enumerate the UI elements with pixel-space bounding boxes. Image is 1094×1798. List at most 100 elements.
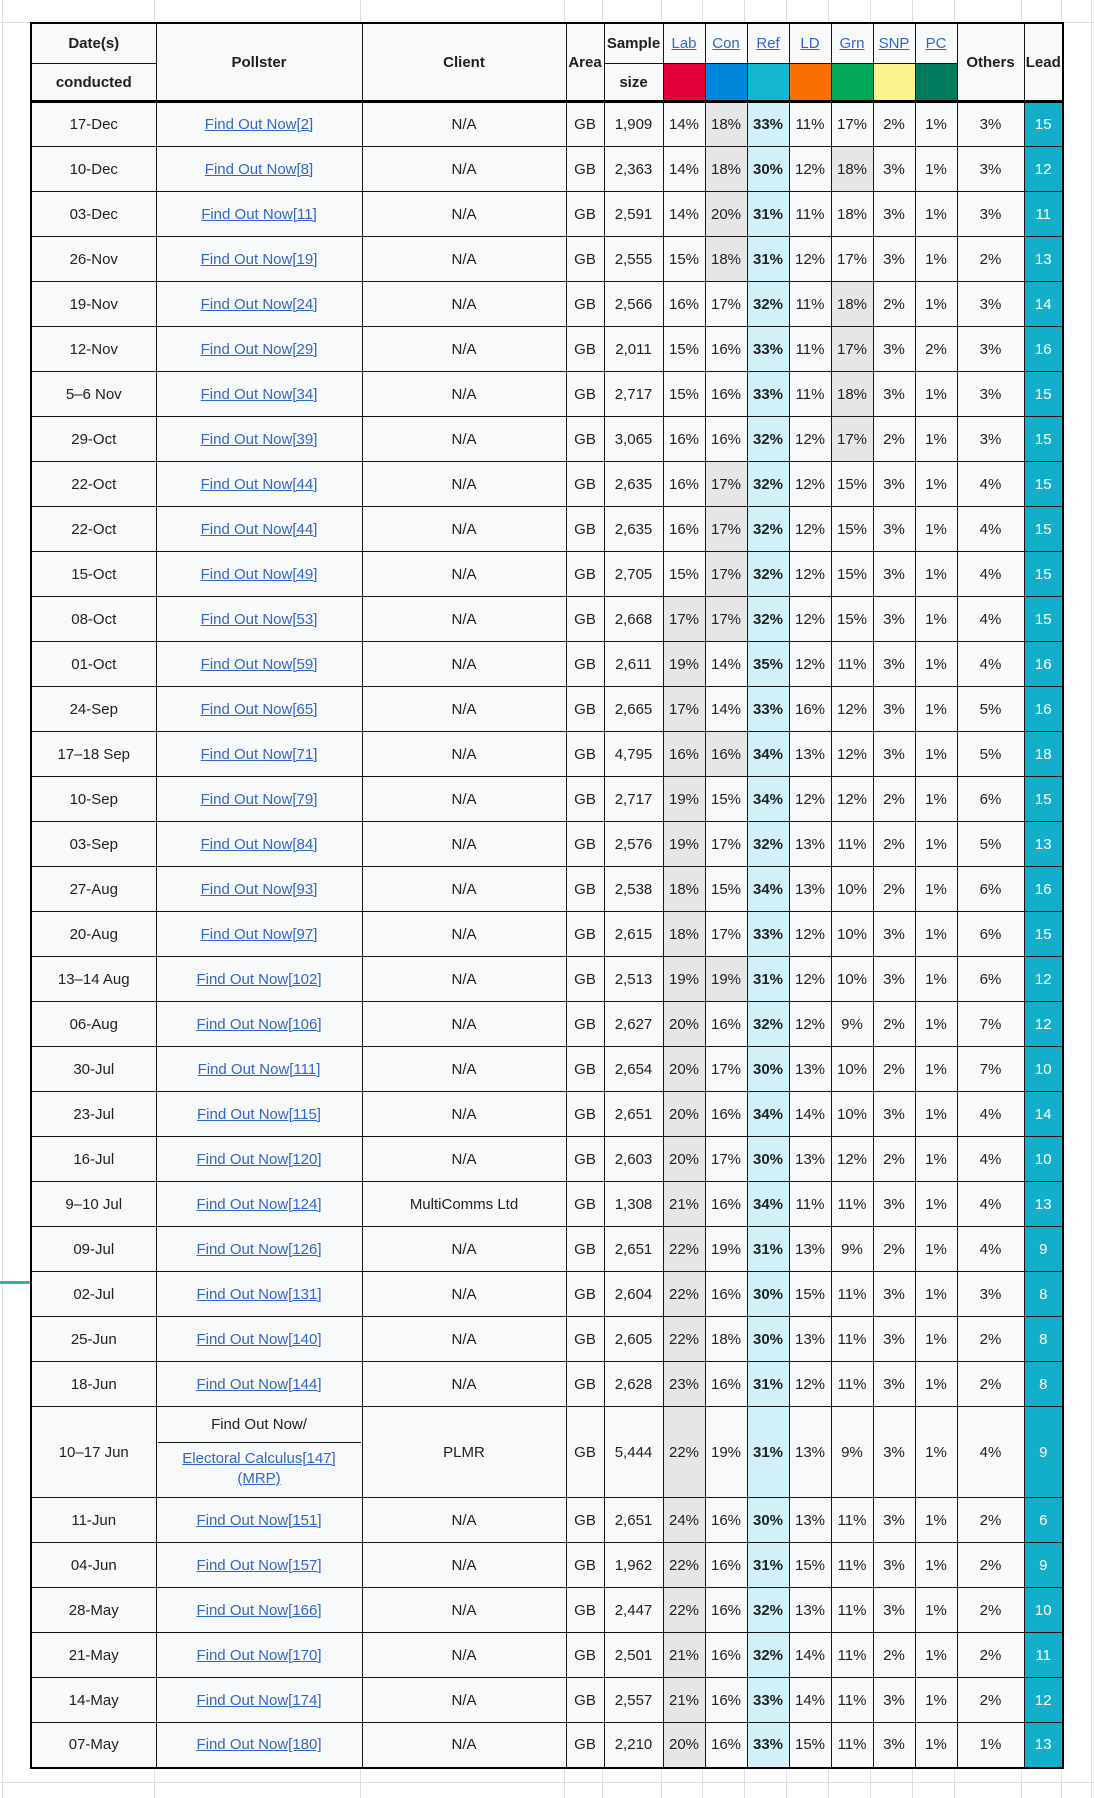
col-header-dates: Date(s) [30, 22, 157, 64]
client-cell: N/A [361, 1587, 567, 1633]
grn-value-cell: 11% [830, 1497, 874, 1543]
pollster-link[interactable]: Find Out Now[144] [196, 1375, 322, 1393]
snp-value-cell: 2% [872, 1136, 916, 1182]
pollster-link[interactable]: Find Out Now[106] [196, 1015, 322, 1033]
pollster-link[interactable]: Find Out Now[84] [200, 835, 318, 853]
pollster-link[interactable]: Find Out Now[79] [200, 790, 318, 808]
snp-value-cell: 3% [872, 911, 916, 957]
party-link-snp[interactable]: SNP [878, 35, 910, 52]
party-link-grn[interactable]: Grn [839, 35, 865, 52]
pollster-link[interactable]: Find Out Now[34] [200, 385, 318, 403]
ld-value-cell: 12% [788, 641, 832, 687]
pollster-link[interactable]: Find Out Now[126] [196, 1240, 322, 1258]
pollster-link[interactable]: Find Out Now[39] [200, 430, 318, 448]
area-cell: GB [565, 956, 605, 1002]
ld-value-cell: 11% [788, 101, 832, 147]
pollster-link[interactable]: Find Out Now[170] [196, 1646, 322, 1664]
client-cell: N/A [361, 1497, 567, 1543]
ld-value-cell: 13% [788, 1046, 832, 1092]
others-cell: 4% [956, 1181, 1025, 1227]
col-header-pollster: Pollster [155, 22, 363, 103]
lead-cell: 10 [1023, 1136, 1064, 1182]
polling-table: Date(s) Pollster Client Area Sample Lab … [30, 22, 1064, 1769]
pollster-link[interactable]: Find Out Now[111] [197, 1060, 321, 1078]
ref-value-cell: 32% [746, 821, 790, 867]
pollster-link[interactable]: Find Out Now[180] [196, 1736, 322, 1754]
lab-value-cell: 16% [662, 731, 706, 777]
pc-value-cell: 1% [914, 146, 958, 192]
lead-cell: 13 [1023, 821, 1064, 867]
grn-color-swatch [830, 63, 874, 103]
pollster-link[interactable]: Find Out Now[2] [204, 116, 314, 133]
party-link-ld[interactable]: LD [800, 35, 820, 52]
pollster-link[interactable]: Find Out Now[49] [200, 565, 318, 583]
pollster-link[interactable]: Find Out Now[97] [200, 925, 318, 943]
pollster-link[interactable]: Electoral Calculus[147] (MRP) [182, 1449, 336, 1487]
pollster-link[interactable]: Find Out Now[174] [196, 1691, 322, 1709]
pollster-link[interactable]: Find Out Now[44] [200, 520, 318, 538]
client-cell: N/A [361, 506, 567, 552]
ref-value-cell: 31% [746, 956, 790, 1002]
client-cell: N/A [361, 1677, 567, 1723]
snp-value-cell: 2% [872, 776, 916, 822]
left-margin-artifact-line [0, 1281, 30, 1284]
area-cell: GB [565, 1001, 605, 1047]
pollster-link[interactable]: Find Out Now[11] [201, 205, 317, 223]
pollster-link[interactable]: Find Out Now[71] [200, 745, 318, 763]
table-row: 16-Jul Find Out Now[120] N/A GB 2,603 20% 17% 3… [30, 1136, 1064, 1182]
pollster-link[interactable]: Find Out Now[65] [200, 700, 318, 718]
pollster-link[interactable]: Find Out Now[53] [200, 610, 318, 628]
col-header-conducted: conducted [30, 63, 157, 103]
pollster-link[interactable]: Find Out Now[151] [196, 1511, 322, 1529]
pollster-link[interactable]: Find Out Now[44] [200, 475, 318, 493]
party-link-lab[interactable]: Lab [671, 35, 697, 52]
pc-value-cell: 1% [914, 911, 958, 957]
date-cell: 23-Jul [30, 1091, 157, 1137]
pollster-link[interactable]: Find Out Now[59] [200, 655, 318, 673]
others-cell: 4% [956, 461, 1025, 507]
sample-size-cell: 2,603 [603, 1136, 664, 1182]
ld-value-cell: 12% [788, 596, 832, 642]
pollster-link[interactable]: Find Out Now[24] [200, 295, 318, 313]
table-row: 10-Sep Find Out Now[79] N/A GB 2,717 19% 15% 34… [30, 776, 1064, 822]
pollster-link[interactable]: Find Out Now[120] [196, 1150, 322, 1168]
sample-size-cell: 2,576 [603, 821, 664, 867]
client-cell: N/A [361, 821, 567, 867]
pollster-cell: Find Out Now[97] [155, 911, 363, 957]
party-link-con[interactable]: Con [712, 35, 740, 52]
others-cell: 2% [956, 236, 1025, 282]
party-link-ref[interactable]: Ref [756, 35, 780, 52]
party-link-pc[interactable]: PC [925, 35, 947, 52]
client-cell: N/A [361, 1316, 567, 1362]
lead-cell: 15 [1023, 776, 1064, 822]
pollster-link[interactable]: Find Out Now[8] [204, 160, 314, 178]
background-gridline [0, 1782, 1094, 1783]
ref-value-cell: 33% [746, 371, 790, 417]
lab-value-cell: 21% [662, 1632, 706, 1678]
snp-value-cell: 3% [872, 551, 916, 597]
pollster-link[interactable]: Find Out Now[131] [196, 1285, 322, 1303]
ld-value-cell: 13% [788, 731, 832, 777]
table-row: 25-Jun Find Out Now[140] N/A GB 2,605 22% 18% 3… [30, 1316, 1064, 1362]
sample-size-cell: 2,611 [603, 641, 664, 687]
lead-cell: 15 [1023, 551, 1064, 597]
pollster-link[interactable]: Find Out Now[115] [197, 1105, 321, 1123]
pollster-link[interactable]: Find Out Now[124] [196, 1195, 322, 1213]
grn-value-cell: 11% [830, 1587, 874, 1633]
lab-color-swatch [662, 63, 706, 103]
grn-value-cell: 11% [830, 1677, 874, 1723]
pollster-link[interactable]: Find Out Now[157] [196, 1556, 322, 1574]
pollster-link[interactable]: Find Out Now[102] [196, 970, 322, 988]
lead-cell: 11 [1023, 191, 1064, 237]
pollster-link[interactable]: Find Out Now[93] [200, 880, 318, 898]
table-row: 09-Jul Find Out Now[126] N/A GB 2,651 22% 19% 3… [30, 1226, 1064, 1272]
client-cell: N/A [361, 1001, 567, 1047]
ref-value-cell: 30% [746, 1316, 790, 1362]
pollster-link[interactable]: Find Out Now[19] [200, 250, 318, 268]
lab-value-cell: 22% [662, 1226, 706, 1272]
pollster-link[interactable]: Find Out Now[29] [200, 340, 318, 358]
pollster-link[interactable]: Find Out Now[166] [196, 1601, 322, 1619]
pc-value-cell: 1% [914, 191, 958, 237]
pollster-link[interactable]: Find Out Now[140] [196, 1330, 322, 1348]
others-cell: 2% [956, 1587, 1025, 1633]
